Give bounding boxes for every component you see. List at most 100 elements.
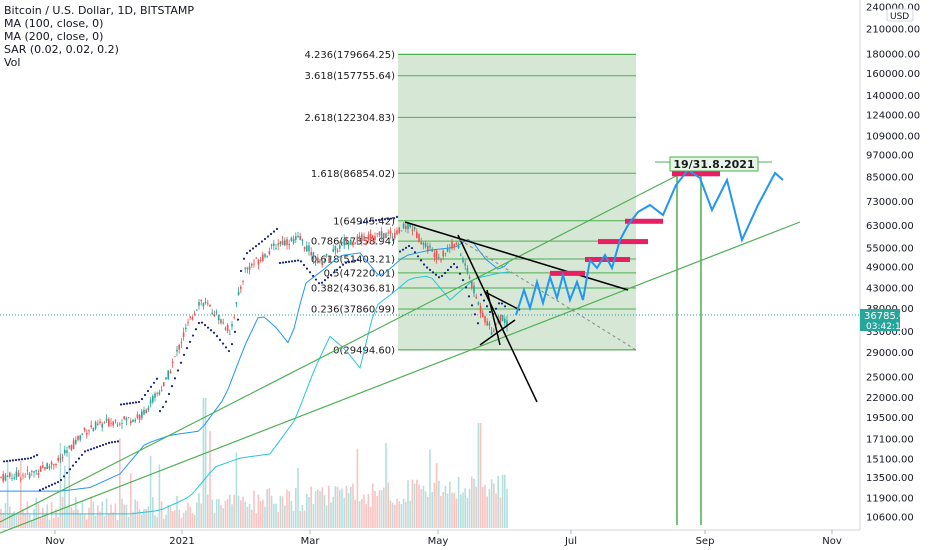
candle-body[interactable] — [409, 224, 411, 228]
candle-body[interactable] — [473, 285, 475, 294]
candle-body[interactable] — [343, 238, 345, 246]
candle-body[interactable] — [94, 422, 97, 429]
candle-body[interactable] — [0, 476, 2, 478]
candle-body[interactable] — [79, 435, 81, 440]
candle-body[interactable] — [182, 332, 185, 337]
candle-body[interactable] — [134, 419, 136, 422]
candle-body[interactable] — [9, 472, 11, 477]
time-axis[interactable]: Nov 2021 Mar May Jul Sep Nov — [45, 530, 842, 547]
candle-body[interactable] — [59, 458, 62, 460]
candle-body[interactable] — [209, 304, 211, 307]
candle-body[interactable] — [482, 312, 484, 318]
candle-body[interactable] — [226, 324, 229, 332]
date-annotation[interactable]: 19/31.8.2021 — [669, 156, 759, 172]
candle-body[interactable] — [475, 296, 477, 299]
candle-body[interactable] — [266, 256, 268, 258]
candle-body[interactable] — [444, 253, 447, 255]
candle-body[interactable] — [220, 319, 222, 324]
candle-body[interactable] — [446, 248, 449, 252]
candle-body[interactable] — [130, 420, 132, 424]
candle-body[interactable] — [334, 245, 337, 251]
candle-body[interactable] — [68, 445, 70, 448]
candle-body[interactable] — [39, 466, 42, 472]
candle-body[interactable] — [64, 449, 66, 454]
candle-body[interactable] — [211, 312, 213, 314]
candle-body[interactable] — [110, 422, 112, 424]
candle-body[interactable] — [431, 248, 433, 252]
candle-body[interactable] — [158, 392, 161, 395]
candle-body[interactable] — [114, 420, 117, 422]
candle-body[interactable] — [288, 244, 290, 246]
candle-body[interactable] — [405, 225, 407, 230]
candle-body[interactable] — [501, 315, 504, 322]
candle-body[interactable] — [486, 321, 488, 326]
candle-body[interactable] — [42, 465, 44, 468]
candle-body[interactable] — [427, 245, 429, 252]
candle-body[interactable] — [207, 303, 209, 305]
candle-body[interactable] — [92, 428, 95, 431]
candle-body[interactable] — [189, 316, 191, 318]
target-zone-bar[interactable] — [598, 239, 648, 245]
candle-body[interactable] — [286, 239, 288, 245]
candle-body[interactable] — [418, 234, 420, 242]
candle-body[interactable] — [193, 313, 196, 315]
candle-body[interactable] — [268, 251, 271, 255]
candle-body[interactable] — [273, 243, 275, 246]
candle-body[interactable] — [451, 241, 453, 249]
candle-body[interactable] — [240, 286, 242, 289]
candle-body[interactable] — [341, 242, 343, 243]
candle-body[interactable] — [264, 254, 266, 257]
target-zone-bar[interactable] — [672, 171, 720, 177]
candle-body[interactable] — [101, 423, 103, 428]
candle-body[interactable] — [394, 232, 396, 239]
candle-body[interactable] — [330, 256, 332, 257]
candle-body[interactable] — [169, 371, 172, 374]
candle-body[interactable] — [433, 253, 436, 258]
candle-body[interactable] — [66, 450, 68, 453]
candle-body[interactable] — [88, 430, 90, 432]
candle-body[interactable] — [156, 393, 158, 395]
candle-body[interactable] — [218, 315, 220, 321]
candle-body[interactable] — [141, 411, 143, 419]
candle-body[interactable] — [484, 316, 486, 323]
candle-body[interactable] — [255, 257, 257, 259]
candle-body[interactable] — [321, 260, 323, 266]
candle-body[interactable] — [350, 239, 352, 245]
candle-body[interactable] — [466, 268, 469, 273]
candle-body[interactable] — [383, 233, 385, 239]
candle-body[interactable] — [180, 342, 183, 344]
candle-body[interactable] — [83, 427, 86, 431]
candle-body[interactable] — [479, 306, 482, 314]
candle-body[interactable] — [336, 250, 339, 252]
candle-body[interactable] — [44, 467, 46, 470]
candle-body[interactable] — [374, 236, 376, 240]
candle-body[interactable] — [4, 475, 7, 481]
projection-path[interactable] — [515, 168, 784, 316]
candle-body[interactable] — [310, 252, 312, 256]
candle-body[interactable] — [99, 421, 101, 424]
candle-body[interactable] — [398, 227, 400, 233]
candle-body[interactable] — [112, 421, 114, 426]
candle-body[interactable] — [389, 230, 392, 234]
candle-body[interactable] — [303, 247, 306, 250]
candle-body[interactable] — [15, 471, 18, 478]
candle-body[interactable] — [242, 281, 244, 283]
candle-body[interactable] — [24, 476, 26, 478]
candle-body[interactable] — [202, 303, 205, 307]
candle-body[interactable] — [178, 345, 180, 350]
candle-body[interactable] — [308, 245, 310, 252]
candle-body[interactable] — [147, 407, 150, 410]
candle-body[interactable] — [455, 242, 458, 245]
candle-body[interactable] — [20, 478, 22, 480]
candle-body[interactable] — [277, 243, 279, 246]
candle-body[interactable] — [72, 440, 75, 449]
candle-body[interactable] — [477, 302, 480, 305]
candle-body[interactable] — [506, 320, 508, 327]
candle-body[interactable] — [154, 393, 156, 398]
candle-body[interactable] — [244, 267, 246, 269]
candle-body[interactable] — [424, 243, 427, 248]
candle-body[interactable] — [77, 436, 79, 440]
candle-body[interactable] — [108, 418, 110, 427]
candle-body[interactable] — [499, 315, 502, 323]
candle-body[interactable] — [376, 233, 378, 235]
